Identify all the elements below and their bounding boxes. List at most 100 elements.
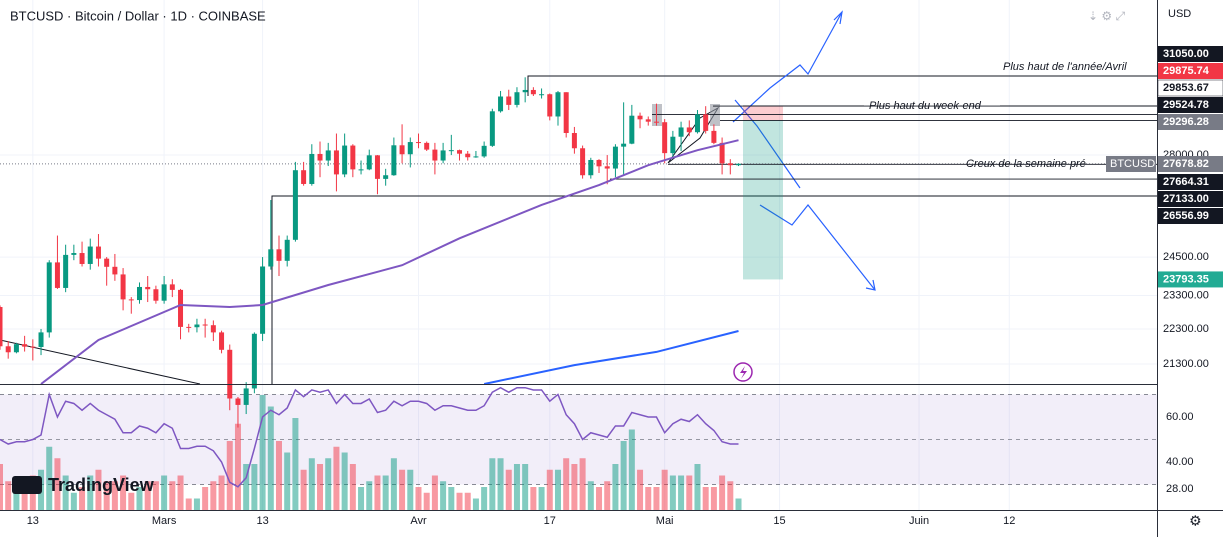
- candle-body: [309, 153, 315, 184]
- volume-bar: [694, 464, 701, 510]
- y-tick-label: 21300.00: [1163, 358, 1209, 370]
- price-label: 27678.82: [1163, 158, 1209, 170]
- volume-bar: [645, 487, 652, 510]
- candle-body: [407, 142, 413, 155]
- volume-bar: [571, 464, 578, 510]
- volume-bar: [21, 492, 28, 510]
- position-reward: [743, 120, 783, 280]
- volume-bar: [669, 475, 676, 510]
- candle-body: [481, 145, 487, 157]
- volume-bar: [530, 487, 537, 510]
- volume-bar: [161, 475, 168, 510]
- volume-bar: [587, 481, 594, 510]
- volume-bar: [193, 498, 200, 510]
- candle-body: [169, 284, 175, 290]
- candle-body: [112, 266, 118, 275]
- bear-path: [759, 204, 876, 291]
- symbol-tag-box: [1106, 156, 1156, 172]
- candle-body: [736, 163, 742, 166]
- price-label-box: [1158, 114, 1223, 130]
- volume-bar: [456, 492, 463, 510]
- volume-bar: [120, 475, 127, 510]
- candle-body: [727, 163, 733, 166]
- volume-bar: [292, 418, 299, 510]
- candle-body: [202, 324, 208, 326]
- candle-body: [350, 145, 356, 170]
- volume-bar: [218, 475, 225, 510]
- annotation: Plus haut du week-end: [869, 100, 982, 112]
- price-label: 29853.67: [1163, 82, 1209, 94]
- candle-body: [366, 155, 372, 170]
- candle-body: [128, 299, 134, 301]
- price-label-box: [1158, 271, 1223, 288]
- candle-body: [210, 325, 216, 333]
- price-label: 27664.31: [1163, 176, 1209, 188]
- toolbar-icons[interactable]: ⇣ ⚙ ⤢: [1088, 9, 1125, 23]
- candle-body: [539, 94, 545, 96]
- volume-bar: [333, 446, 340, 510]
- volume-bar: [210, 481, 217, 510]
- arrow-head: [833, 10, 843, 25]
- bear-path: [734, 99, 801, 189]
- candle-body: [588, 159, 594, 176]
- logo-text: TradingView: [48, 475, 155, 495]
- volume-bar: [661, 469, 668, 510]
- price-label-box: [1158, 191, 1223, 207]
- candle-body: [604, 166, 610, 169]
- volume-bar: [226, 441, 233, 510]
- candle-body: [399, 145, 405, 155]
- volume-bar: [719, 475, 726, 510]
- candle-body: [145, 286, 151, 290]
- candle-body: [46, 262, 52, 333]
- candle-body: [284, 239, 290, 261]
- candle-body: [79, 253, 85, 264]
- volume-bar: [678, 475, 685, 510]
- volume-bar: [710, 487, 717, 510]
- volume-bar: [275, 441, 282, 510]
- volume-bar: [382, 475, 389, 510]
- price-label: 23793.35: [1163, 273, 1209, 285]
- header: BTCUSD · Bitcoin / Dollar · 1D · COINBAS…: [10, 8, 266, 23]
- candle-body: [645, 119, 651, 122]
- candle-body: [13, 344, 19, 353]
- support-box: [271, 195, 1157, 384]
- volume-bar: [497, 458, 504, 510]
- settings-icon[interactable]: ⚙: [1189, 513, 1202, 529]
- candle-body: [276, 249, 282, 261]
- price-label: 26556.99: [1163, 210, 1209, 222]
- candle-body: [555, 92, 561, 117]
- candle-body: [243, 388, 249, 405]
- volume-bar: [431, 475, 438, 510]
- x-tick-label: 13: [27, 515, 39, 527]
- price-label: 29875.74: [1163, 65, 1210, 77]
- candle-body: [227, 349, 233, 399]
- volume-bar: [399, 469, 406, 510]
- volume-bar: [513, 464, 520, 510]
- volume-bar: [735, 498, 742, 510]
- volume-bar: [637, 469, 644, 510]
- currency[interactable]: USD: [1168, 8, 1191, 20]
- candle-body: [678, 127, 684, 137]
- highlight: [652, 104, 662, 126]
- volume-bar: [563, 458, 570, 510]
- x-tick-label: 13: [256, 515, 268, 527]
- volume-bar: [259, 395, 266, 510]
- volume-bar: [13, 492, 20, 510]
- volume-bar: [702, 487, 709, 510]
- volume-bar: [653, 487, 660, 510]
- price-label-box: [1158, 208, 1223, 224]
- volume-bar: [136, 487, 143, 510]
- rsi-tick-label: 28.00: [1166, 483, 1194, 495]
- candle-body: [498, 96, 504, 112]
- x-tick-label: Avr: [410, 515, 427, 527]
- plot: 13 Mars 13 Avr 17 Mai 15 Juin 1228000.0024500.00…: [0, 46, 1223, 527]
- candle-body: [506, 96, 512, 105]
- candle-body: [662, 122, 668, 154]
- candle-body: [342, 145, 348, 175]
- volume-bar: [308, 458, 315, 510]
- candle-body: [260, 266, 266, 334]
- candle-body: [161, 284, 167, 301]
- position-risk: [743, 105, 783, 121]
- volume-bar: [103, 481, 110, 510]
